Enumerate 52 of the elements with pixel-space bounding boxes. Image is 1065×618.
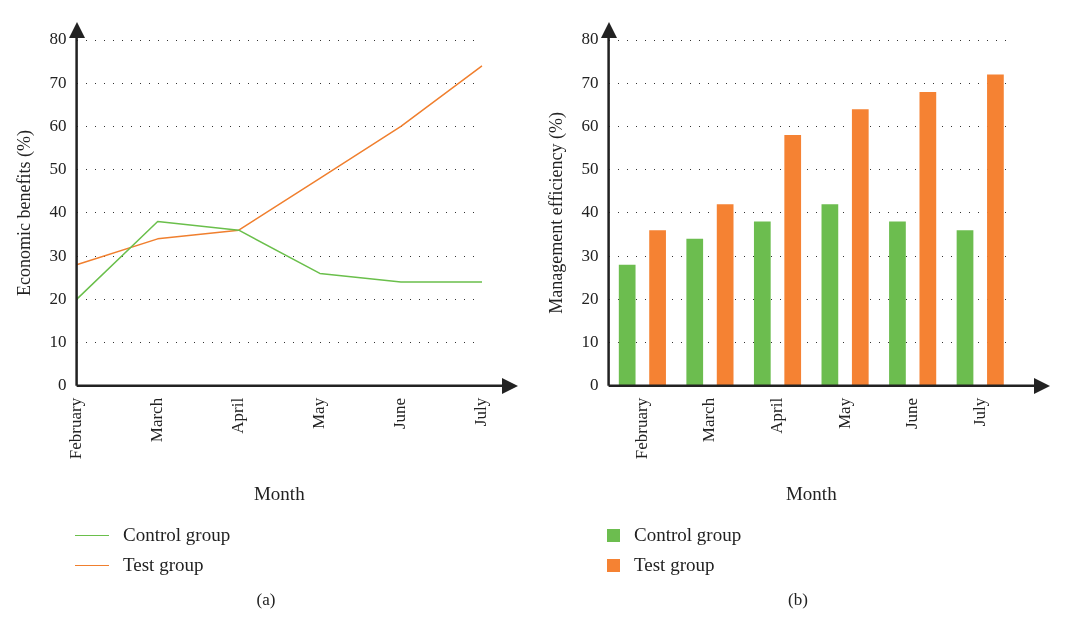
y-tick-label: 70: [581, 72, 599, 92]
bar: [649, 230, 666, 386]
x-tick-label: May: [309, 397, 329, 429]
x-tick-label: April: [228, 397, 248, 434]
legend-label: Control group: [123, 524, 231, 546]
x-tick-label: March: [699, 397, 719, 443]
y-tick-label: 80: [49, 29, 67, 49]
y-tick-label: 0: [58, 375, 67, 395]
y-tick-label: 40: [49, 202, 67, 222]
x-tick-label: March: [147, 397, 167, 443]
text: (a): [255, 590, 277, 610]
y-tick-label: 30: [581, 245, 599, 265]
bar: [753, 221, 771, 386]
bar: [851, 109, 869, 386]
y-tick-label: 60: [49, 115, 67, 135]
y-tick-label: 30: [49, 245, 67, 265]
y-tick-label: 70: [49, 72, 67, 92]
y-tick-label: 50: [581, 159, 599, 179]
bar: [821, 204, 839, 386]
bar: [919, 91, 937, 386]
bar: [987, 74, 1004, 386]
x-tick-label: April: [766, 397, 786, 434]
x-tick-label: July: [969, 397, 989, 427]
y-tick-label: 80: [581, 29, 599, 49]
x-axis-title: Month: [253, 482, 306, 504]
x-tick-label: July: [471, 397, 491, 427]
bar: [716, 204, 734, 386]
legend-label: Control group: [634, 524, 742, 546]
bar: [784, 135, 802, 386]
x-axis-title: Month: [785, 482, 838, 504]
y-tick-label: 10: [581, 332, 599, 352]
bar: [889, 221, 906, 386]
bar: [618, 264, 636, 386]
y-axis-title: Management efficiency (%): [545, 112, 567, 314]
text: (b): [787, 590, 809, 610]
x-tick-label: February: [631, 397, 651, 460]
x-tick-label: May: [834, 397, 854, 429]
y-tick-label: 0: [590, 375, 599, 395]
y-tick-label: 60: [581, 115, 599, 135]
y-axis-title: Economic benefits (%): [13, 129, 35, 296]
legend-label: Test group: [634, 554, 715, 576]
y-tick-label: 50: [49, 159, 67, 179]
bar: [956, 230, 974, 386]
legend-label: Test group: [123, 554, 204, 576]
x-tick-label: February: [66, 397, 86, 460]
y-tick-label: 40: [581, 202, 599, 222]
y-tick-label: 10: [49, 332, 67, 352]
x-tick-label: June: [390, 397, 410, 429]
y-tick-label: 20: [581, 288, 599, 308]
bar: [686, 238, 704, 386]
y-tick-label: 20: [49, 288, 67, 308]
x-tick-label: June: [902, 397, 922, 429]
